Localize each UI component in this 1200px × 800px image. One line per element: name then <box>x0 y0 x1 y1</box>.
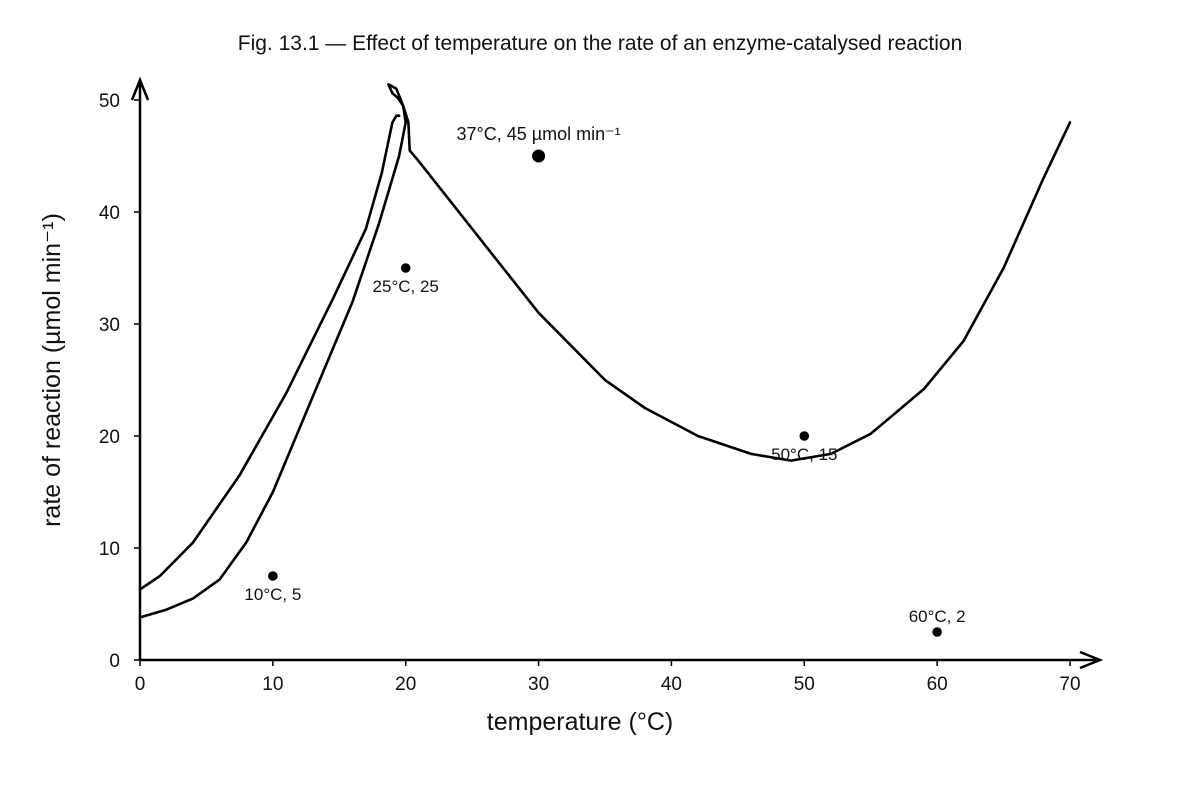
x-tick-label: 30 <box>528 674 549 695</box>
data-point-marker <box>932 627 942 637</box>
x-tick-label: 60 <box>927 674 948 695</box>
y-axis-title: rate of reaction (µmol min⁻¹) <box>38 213 66 527</box>
x-tick-label: 50 <box>794 674 815 695</box>
y-tick-label: 30 <box>99 315 120 336</box>
y-axis <box>130 76 150 660</box>
x-tick-label: 40 <box>661 674 682 695</box>
data-point-label: 50°C, 15 <box>771 445 837 464</box>
x-tick-label: 10 <box>262 674 283 695</box>
y-tick-label: 20 <box>99 427 120 448</box>
y-tick-label: 50 <box>99 91 120 112</box>
y-tick-label: 10 <box>99 539 120 560</box>
y-tick-label: 40 <box>99 203 120 224</box>
data-point-marker <box>532 149 546 163</box>
chart-title: Fig. 13.1 — Effect of temperature on the… <box>238 32 963 55</box>
x-ticks: 0 10 20 30 40 50 60 70 <box>135 660 1081 695</box>
x-axis-arrowhead <box>1079 650 1104 670</box>
x-tick-label: 20 <box>395 674 416 695</box>
data-point-marker <box>400 263 411 273</box>
data-point-label: 10°C, 5 <box>244 585 301 604</box>
y-tick-label: 0 <box>109 651 120 672</box>
curve-line-1 <box>138 114 401 591</box>
data-point-marker <box>268 571 278 581</box>
data-point-label: 37°C, 45 µmol min⁻¹ <box>457 124 621 144</box>
y-ticks: 0 10 20 30 40 50 <box>99 91 140 672</box>
data-points: 10°C, 5 25°C, 25 37°C, 45 µmol min⁻¹ 50°C, … <box>244 124 966 637</box>
x-axis <box>140 650 1104 670</box>
x-axis-title: temperature (°C) <box>487 708 673 736</box>
x-tick-label: 70 <box>1059 674 1080 695</box>
x-tick-label: 0 <box>135 674 146 695</box>
y-axis-arrowhead <box>130 76 150 101</box>
data-point-label: 60°C, 2 <box>909 607 966 626</box>
data-point-label: 25°C, 25 <box>373 277 439 296</box>
curve-line-2 <box>138 83 1072 619</box>
data-point-marker <box>799 431 810 441</box>
curves <box>138 83 1072 619</box>
